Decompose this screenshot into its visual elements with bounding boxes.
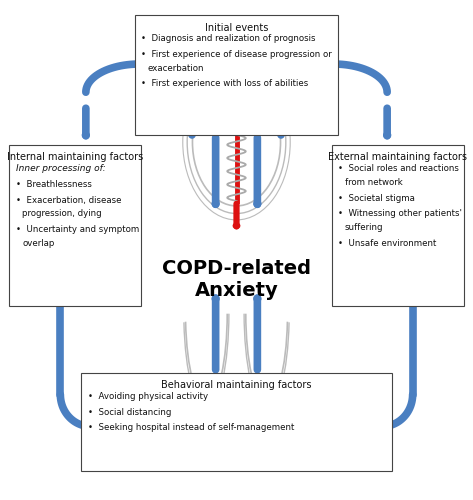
Text: •  Diagnosis and realization of prognosis: • Diagnosis and realization of prognosis xyxy=(141,34,315,43)
Text: •  Breathlessness: • Breathlessness xyxy=(16,180,92,189)
Text: exacerbation: exacerbation xyxy=(148,64,204,73)
FancyBboxPatch shape xyxy=(9,144,141,306)
Text: Internal maintaining factors: Internal maintaining factors xyxy=(7,152,143,162)
Text: Initial events: Initial events xyxy=(205,22,268,32)
Text: •  First experience of disease progression or: • First experience of disease progressio… xyxy=(141,50,332,59)
Text: •  Social distancing: • Social distancing xyxy=(88,408,171,417)
Text: Behavioral maintaining factors: Behavioral maintaining factors xyxy=(161,380,312,390)
Text: from network: from network xyxy=(344,178,402,187)
FancyBboxPatch shape xyxy=(134,15,339,135)
Text: progression, dying: progression, dying xyxy=(22,210,102,218)
FancyBboxPatch shape xyxy=(332,144,464,306)
Text: •  Exacerbation, disease: • Exacerbation, disease xyxy=(16,196,122,204)
FancyBboxPatch shape xyxy=(81,372,392,470)
Text: •  Seeking hospital instead of self-management: • Seeking hospital instead of self-manag… xyxy=(88,424,294,432)
Text: overlap: overlap xyxy=(22,238,55,248)
Text: •  Witnessing other patients': • Witnessing other patients' xyxy=(338,210,462,218)
Text: •  Societal stigma: • Societal stigma xyxy=(338,194,415,202)
Text: Inner processing of:: Inner processing of: xyxy=(16,164,105,173)
Text: •  Uncertainty and symptom: • Uncertainty and symptom xyxy=(16,225,139,234)
Text: •  Avoiding physical activity: • Avoiding physical activity xyxy=(88,392,208,401)
Text: suffering: suffering xyxy=(344,223,383,232)
Text: External maintaining factors: External maintaining factors xyxy=(328,152,467,162)
Text: COPD-related
Anxiety: COPD-related Anxiety xyxy=(162,259,311,300)
Text: •  Unsafe environment: • Unsafe environment xyxy=(338,238,437,248)
Text: •  First experience with loss of abilities: • First experience with loss of abilitie… xyxy=(141,80,308,88)
Text: •  Social roles and reactions: • Social roles and reactions xyxy=(338,164,459,173)
